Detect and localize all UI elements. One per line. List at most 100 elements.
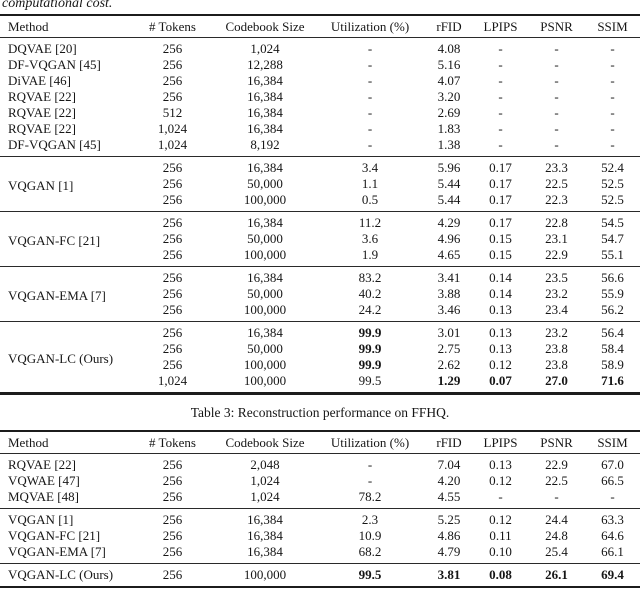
table-row: 256 50,000 99.9 2.75 0.13 23.8 58.4: [0, 341, 640, 357]
value-cell: 2.62: [437, 357, 461, 372]
value-cell: 100,000: [243, 247, 287, 262]
value-cell: 12,288: [247, 57, 283, 72]
body-text-fragment: computational cost.: [2, 0, 113, 10]
value-cell: 100,000: [243, 357, 287, 372]
value-cell: 512: [162, 105, 183, 120]
value-cell: 1.9: [361, 247, 379, 262]
value-cell: 0.5: [361, 192, 379, 207]
value-cell: 3.01: [437, 325, 461, 340]
value-cell: -: [610, 41, 615, 56]
table-row: VQGAN-LC (Ours) 256 16,384 99.9 3.01 0.13 23.2…: [0, 322, 640, 366]
method-cell: RQVAE [22]: [8, 89, 77, 104]
value-cell: -: [554, 489, 559, 504]
value-cell: 50,000: [247, 176, 283, 191]
value-cell: 5.16: [437, 57, 461, 72]
value-cell: 8,192: [250, 137, 280, 152]
value-cell: -: [554, 121, 559, 136]
value-cell: 4.55: [437, 489, 461, 504]
column-header: # Tokens: [149, 19, 196, 34]
value-cell: 3.41: [437, 270, 461, 285]
value-cell: 1.1: [361, 176, 379, 191]
method-group: VQGAN-LC (Ours) 256 100,000 99.5 3.81 0.08 26.…: [0, 563, 640, 588]
column-header: Utilization (%): [330, 19, 410, 34]
value-cell: 0.14: [489, 286, 512, 301]
value-cell: 3.88: [437, 286, 461, 301]
table-row: 1,024 100,000 99.5 1.29 0.07 27.0 71.6: [0, 373, 640, 394]
value-cell: -: [554, 105, 559, 120]
table-row: VQGAN-LC (Ours) 256 100,000 99.5 3.81 0.08 26.…: [0, 564, 640, 588]
value-cell: 4.29: [437, 215, 461, 230]
value-cell: 256: [162, 325, 183, 340]
value-cell: 3.4: [361, 160, 379, 175]
method-cell: VQGAN [1]: [8, 177, 74, 193]
value-cell: 52.5: [601, 192, 624, 207]
column-header: LPIPS: [483, 435, 518, 450]
method-cell: RQVAE [22]: [8, 457, 77, 472]
table-row: MQVAE [48] 256 1,024 78.2 4.55 - - -: [0, 489, 640, 509]
column-header: SSIM: [597, 19, 628, 34]
method-group: RQVAE [22] 256 2,048-7.04 0.13 22.9 67.0 VQWAE…: [0, 453, 640, 509]
value-cell: 99.9: [358, 341, 382, 356]
value-cell: 56.2: [601, 302, 624, 317]
column-header: rFID: [436, 19, 462, 34]
value-cell: 23.5: [545, 270, 568, 285]
value-cell: -: [498, 89, 503, 104]
table-row: RQVAE [22] 512 16,384 - 2.69 - - -: [0, 105, 640, 121]
value-cell: 4.08: [437, 41, 461, 56]
value-cell: -: [610, 489, 615, 504]
value-cell: 67.0: [601, 457, 624, 472]
value-cell: 4.20: [437, 473, 461, 488]
value-cell: 3.6: [361, 231, 379, 246]
value-cell: 54.5: [601, 215, 624, 230]
method-cell: VQGAN-LC (Ours): [8, 350, 114, 366]
method-cell: MQVAE [48]: [8, 489, 79, 504]
table-row: VQGAN [1] 256 16,384 2.3 5.25 0.12 24.4 63.3: [0, 509, 640, 529]
method-cell: VQGAN-FC [21]: [8, 232, 101, 248]
value-cell: 78.2: [358, 489, 382, 504]
value-cell: 99.5: [358, 567, 382, 582]
paper-page: computational cost. Method # Tokens Codebo…: [0, 0, 640, 588]
value-cell: 64.6: [601, 528, 624, 543]
value-cell: 16,384: [247, 105, 283, 120]
table-row: 256 100,000 1.9 4.65 0.15 22.9 55.1: [0, 247, 640, 267]
value-cell: 5.25: [437, 512, 461, 527]
value-cell: 55.9: [601, 286, 624, 301]
value-cell: 5.44: [437, 192, 461, 207]
table-row: DF-VQGAN [45] 1,024 8,192 - 1.38 - - -: [0, 137, 640, 157]
value-cell: 0.14: [489, 270, 512, 285]
table-row: DQVAE [20] 256 1,024 - 4.08 - - -: [0, 38, 640, 58]
value-cell: 16,384: [247, 528, 283, 543]
results-table-2: Method # Tokens Codebook Size Utilization (…: [0, 430, 640, 588]
value-cell: 40.2: [358, 286, 382, 301]
column-header: Method: [8, 19, 49, 34]
value-cell: 23.3: [545, 160, 568, 175]
method-group: VQGAN [1] 256 16,384 2.3 5.25 0.12 24.4 63.3 VQG…: [0, 508, 640, 564]
column-header: Codebook Size: [225, 435, 305, 450]
method-cell: VQGAN [1]: [8, 512, 74, 527]
value-cell: 256: [162, 544, 183, 559]
value-cell: 52.4: [601, 160, 624, 175]
value-cell: 50,000: [247, 231, 283, 246]
method-cell: VQGAN-EMA [7]: [8, 544, 106, 559]
value-cell: 0.13: [489, 325, 512, 340]
value-cell: -: [498, 57, 503, 72]
value-cell: 56.6: [601, 270, 624, 285]
value-cell: 0.17: [489, 192, 512, 207]
value-cell: 16,384: [247, 325, 283, 340]
value-cell: 16,384: [247, 512, 283, 527]
method-cell: DiVAE [46]: [8, 73, 71, 88]
value-cell: 16,384: [247, 215, 283, 230]
value-cell: 0.12: [489, 512, 512, 527]
value-cell: -: [367, 89, 373, 104]
value-cell: -: [367, 73, 373, 88]
value-cell: 256: [162, 73, 183, 88]
table-row: DF-VQGAN [45] 256 12,288 - 5.16 - - -: [0, 57, 640, 73]
table-row: VQGAN-FC [21] 256 16,384 10.9 4.86 0.11 24.8 64…: [0, 528, 640, 544]
value-cell: 256: [162, 357, 183, 372]
value-cell: 100,000: [243, 302, 287, 317]
value-cell: 56.4: [601, 325, 624, 340]
value-cell: 1,024: [157, 121, 188, 136]
value-cell: 0.15: [489, 247, 512, 262]
value-cell: -: [610, 57, 615, 72]
value-cell: 0.13: [489, 341, 512, 356]
